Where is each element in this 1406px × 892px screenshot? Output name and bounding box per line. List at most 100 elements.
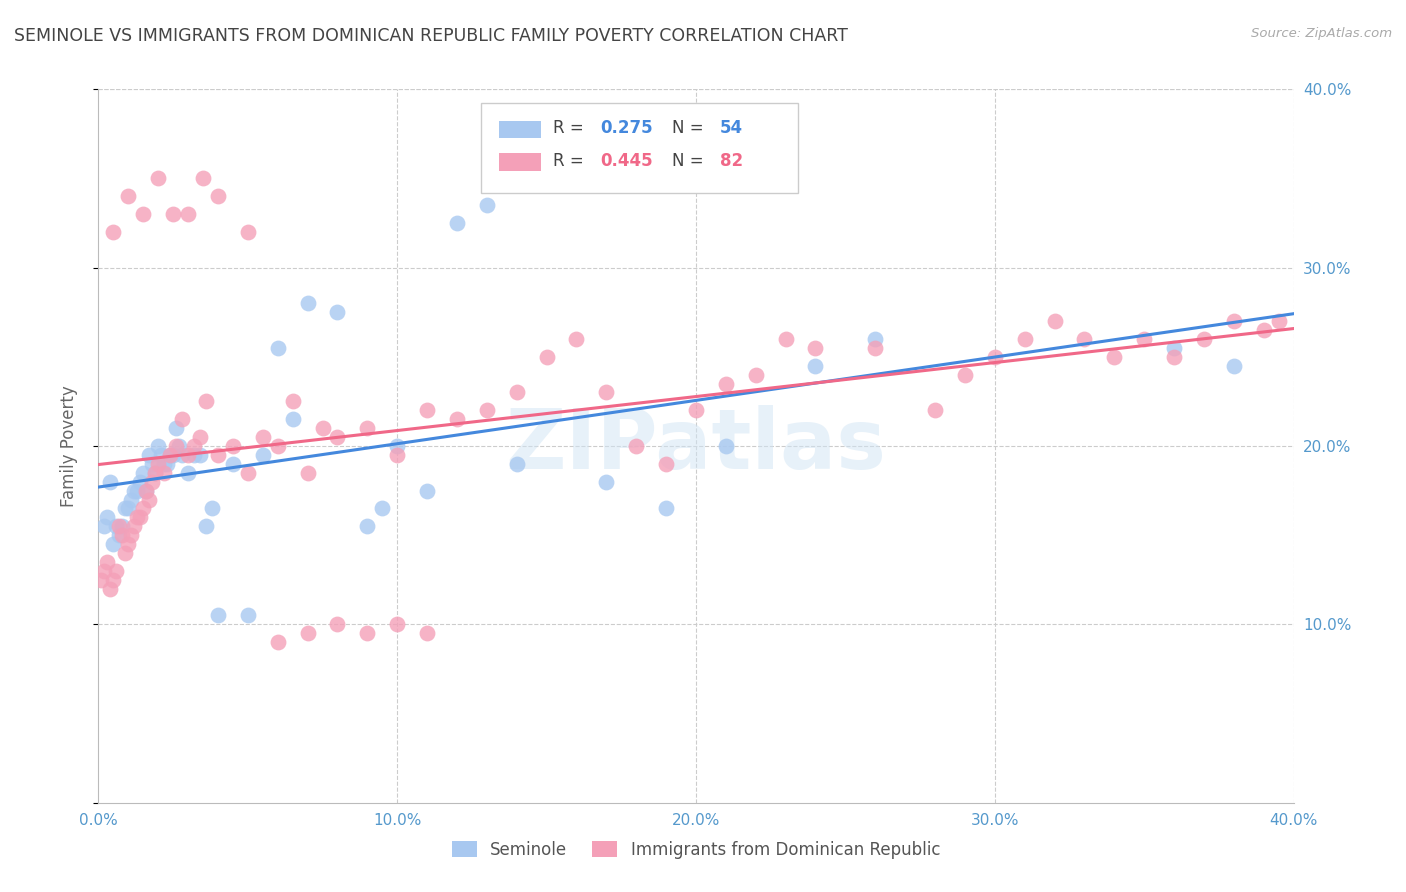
Point — [188, 448, 211, 462]
Point — [138, 448, 160, 462]
Point — [124, 519, 146, 533]
Point — [252, 448, 274, 462]
Point — [183, 448, 205, 462]
Point — [129, 510, 152, 524]
Point — [714, 376, 737, 391]
Point — [297, 466, 319, 480]
Point — [371, 501, 394, 516]
Point — [385, 448, 409, 462]
Point — [117, 189, 139, 203]
Point — [281, 412, 304, 426]
Point — [506, 457, 529, 471]
Point — [108, 528, 131, 542]
Point — [172, 448, 194, 462]
Point — [105, 519, 128, 533]
Point — [236, 225, 259, 239]
Text: N =: N = — [672, 120, 709, 137]
Point — [103, 573, 125, 587]
Point — [267, 341, 290, 355]
Point — [108, 519, 131, 533]
Point — [953, 368, 976, 382]
Point — [111, 519, 134, 533]
Text: 54: 54 — [720, 120, 742, 137]
Point — [385, 617, 409, 632]
Point — [595, 475, 617, 489]
Point — [156, 457, 179, 471]
Point — [236, 608, 259, 623]
Point — [475, 198, 498, 212]
Point — [132, 501, 155, 516]
Point — [714, 439, 737, 453]
Point — [105, 564, 128, 578]
Point — [297, 626, 319, 640]
Point — [98, 475, 122, 489]
Point — [297, 296, 319, 310]
Point — [865, 332, 887, 346]
Point — [90, 573, 112, 587]
Point — [114, 546, 136, 560]
Point — [565, 332, 588, 346]
Point — [356, 421, 378, 435]
Point — [1043, 314, 1066, 328]
Point — [416, 626, 439, 640]
Point — [103, 537, 125, 551]
Bar — [499, 153, 541, 170]
Point — [96, 510, 118, 524]
Point — [141, 475, 163, 489]
Point — [120, 528, 142, 542]
Point — [326, 305, 349, 319]
Point — [127, 510, 149, 524]
Point — [129, 475, 152, 489]
Point — [117, 501, 139, 516]
Point — [132, 207, 155, 221]
Point — [626, 439, 648, 453]
Text: SEMINOLE VS IMMIGRANTS FROM DOMINICAN REPUBLIC FAMILY POVERTY CORRELATION CHART: SEMINOLE VS IMMIGRANTS FROM DOMINICAN RE… — [14, 27, 848, 45]
Point — [183, 439, 205, 453]
Point — [1073, 332, 1095, 346]
Point — [177, 207, 200, 221]
Point — [446, 216, 468, 230]
Point — [132, 466, 155, 480]
Point — [148, 439, 170, 453]
Point — [207, 608, 229, 623]
Point — [267, 439, 290, 453]
Point — [1253, 323, 1275, 337]
Point — [201, 501, 224, 516]
Point — [356, 626, 378, 640]
Point — [191, 171, 214, 186]
Point — [1014, 332, 1036, 346]
Y-axis label: Family Poverty: Family Poverty — [59, 385, 77, 507]
Point — [195, 519, 218, 533]
Point — [865, 341, 887, 355]
Point — [416, 483, 439, 498]
Point — [153, 457, 176, 471]
Point — [135, 483, 157, 498]
Point — [138, 492, 160, 507]
Point — [159, 448, 181, 462]
Point — [745, 368, 768, 382]
Point — [111, 528, 134, 542]
Point — [416, 403, 439, 417]
Point — [165, 439, 187, 453]
Point — [150, 448, 173, 462]
Point — [195, 394, 218, 409]
Point — [326, 430, 349, 444]
Point — [143, 466, 166, 480]
Point — [165, 421, 187, 435]
Point — [252, 430, 274, 444]
Point — [446, 412, 468, 426]
Text: Source: ZipAtlas.com: Source: ZipAtlas.com — [1251, 27, 1392, 40]
Point — [148, 457, 170, 471]
Point — [311, 421, 333, 435]
Point — [804, 359, 827, 373]
Text: N =: N = — [672, 152, 709, 169]
Point — [595, 385, 617, 400]
Text: 82: 82 — [720, 152, 742, 169]
Point — [1163, 341, 1185, 355]
Point — [1133, 332, 1156, 346]
Point — [222, 457, 245, 471]
Point — [153, 466, 176, 480]
Point — [188, 430, 211, 444]
Text: R =: R = — [553, 152, 589, 169]
Point — [1163, 350, 1185, 364]
